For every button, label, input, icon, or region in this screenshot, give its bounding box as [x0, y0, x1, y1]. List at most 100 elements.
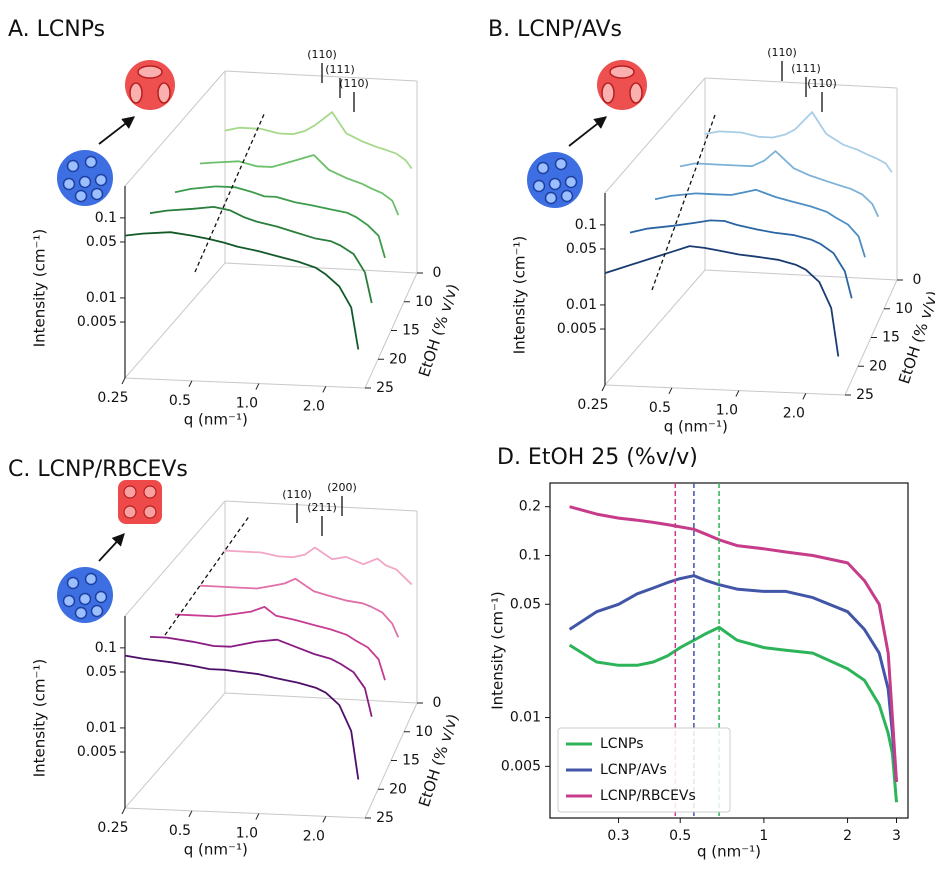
vesicle-pore	[84, 572, 98, 586]
axis-box-edge	[604, 77, 706, 194]
vesicle-pore	[544, 191, 558, 205]
x-tick	[188, 810, 193, 818]
legend-label: LCNPs	[600, 736, 644, 752]
y-tick-label: 0.005	[501, 758, 541, 774]
z-tick-label: 15	[882, 330, 900, 346]
panel: B. LCNP/AVs 0.1 0.05 0.01 0.005 Intensity (cm…	[488, 17, 935, 436]
axis-box-edge	[124, 692, 226, 809]
cubic-pore	[157, 82, 171, 104]
x-tick-label: 0.25	[97, 390, 128, 406]
vesicle-pore	[536, 161, 550, 175]
peak-label: (211)	[307, 501, 337, 514]
vesicle-pore	[84, 155, 98, 169]
x-tick	[255, 383, 260, 390]
x-tick	[121, 807, 126, 815]
cubic-pore	[609, 65, 635, 79]
x-tick	[121, 377, 126, 385]
panel-title: A. LCNPs	[8, 17, 105, 42]
vesicle-pore	[548, 177, 562, 191]
x-tick	[322, 816, 327, 823]
vesicle-pore	[62, 594, 76, 608]
z-tick-label: 0	[433, 695, 442, 711]
y-tick-label: 0.005	[557, 321, 597, 337]
z-tick-label: 20	[389, 781, 407, 797]
y-tick-label: 0.01	[566, 297, 597, 313]
peak-label: (111)	[325, 63, 355, 76]
x-tick-label: 1.0	[236, 826, 258, 842]
scattering-curve	[174, 606, 386, 681]
axis-box-edge	[124, 377, 366, 389]
panel: D. EtOH 25 (%v/v) 0.2 0.1 0.05 0.01 0.005 0.3 0…	[489, 445, 909, 861]
z-tick-label: 0	[913, 272, 922, 288]
vesicle-pore	[560, 189, 574, 203]
peak-label: (200)	[327, 481, 357, 494]
x-tick-label: 1	[759, 828, 768, 844]
x-tick-label: 0.25	[97, 820, 128, 836]
scattering-curve	[604, 245, 840, 357]
vesicle-pore	[94, 590, 108, 604]
x-tick	[735, 390, 740, 397]
axis-box-edge	[224, 692, 418, 704]
scattering-curve	[149, 206, 373, 304]
y-axis-label: Intensity (cm⁻¹)	[511, 236, 529, 355]
z-tick-label: 15	[402, 753, 420, 769]
axis-box-edge	[704, 77, 898, 89]
axis-box-edge	[124, 807, 366, 819]
scattering-curve	[174, 185, 386, 259]
y-tick-label: 0.1	[95, 210, 117, 226]
y-tick-label: 0.05	[566, 241, 597, 257]
z-tick-label: 25	[376, 380, 394, 396]
vesicle-pore	[74, 189, 88, 203]
axis-box-edge	[604, 384, 846, 396]
vesicle-pore	[74, 606, 88, 620]
arrow	[98, 116, 135, 145]
x-tick-label: 0.25	[577, 397, 608, 413]
scattering-curve	[629, 219, 853, 299]
y-tick-label: 0.05	[86, 664, 117, 680]
x-axis-label: q (nm⁻¹)	[697, 843, 761, 861]
cubic-pore	[137, 65, 163, 79]
cubic-phase-icon	[118, 480, 162, 524]
y-tick-label: 0.2	[519, 499, 541, 515]
z-tick-label: 20	[389, 351, 407, 367]
y-tick-label: 0.005	[77, 314, 117, 330]
axis-box-edge	[224, 500, 418, 512]
vesicle-pore	[78, 592, 92, 606]
y-axis-label: Intensity (cm⁻¹)	[31, 659, 49, 778]
series-line	[568, 625, 898, 803]
x-tick-label: 2	[843, 828, 852, 844]
x-tick	[255, 813, 260, 820]
panel: A. LCNPs 0.1 0.05 0.01 0.005 Intensity (cm⁻¹)…	[8, 17, 462, 429]
vesicle-pore	[90, 604, 104, 618]
peak-label: (110)	[807, 77, 837, 90]
axis-box-edge	[704, 269, 898, 281]
axis-box-edge	[224, 70, 418, 82]
x-tick-label: 3	[892, 828, 901, 844]
axis-box-edge	[124, 262, 226, 379]
z-tick-label: 0	[433, 265, 442, 281]
cubic-pore	[629, 82, 643, 104]
x-tick-label: 0.3	[607, 828, 629, 844]
guide-dash	[194, 111, 266, 273]
peak-label: (110)	[767, 46, 797, 59]
y-tick-label: 0.1	[575, 217, 597, 233]
scattering-curve	[149, 636, 373, 717]
scattering-curve	[679, 150, 880, 218]
z-tick-label: 10	[415, 294, 433, 310]
vesicle-pore	[532, 179, 546, 193]
x-axis-label: q (nm⁻¹)	[184, 411, 248, 429]
vesicle-pore	[94, 173, 108, 187]
x-tick-label: 0.5	[169, 393, 191, 409]
panel-title: D. EtOH 25 (%v/v)	[497, 445, 698, 470]
cubic-pore	[123, 505, 137, 519]
y-tick-label: 0.01	[86, 720, 117, 736]
x-tick-label: 1.0	[236, 396, 258, 412]
scattering-curve	[124, 231, 360, 350]
vesicle-pore	[90, 187, 104, 201]
arrow	[568, 116, 607, 147]
z-tick-label: 10	[415, 724, 433, 740]
x-tick-label: 2.0	[783, 405, 805, 421]
scattering-curve	[199, 154, 400, 216]
